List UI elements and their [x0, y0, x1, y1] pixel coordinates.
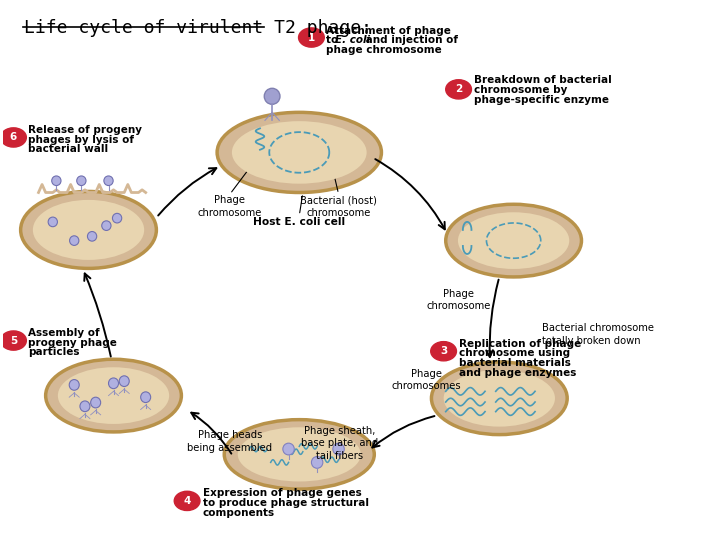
Text: to: to: [326, 35, 342, 45]
Text: and phage enzymes: and phage enzymes: [459, 368, 576, 377]
Ellipse shape: [283, 443, 294, 455]
Text: 4: 4: [184, 496, 191, 506]
Text: Phage sheath,
base plate, and
tail fibers: Phage sheath, base plate, and tail fiber…: [302, 426, 379, 461]
Text: 1: 1: [307, 32, 315, 43]
Ellipse shape: [104, 176, 113, 186]
Ellipse shape: [91, 397, 101, 408]
Ellipse shape: [444, 370, 555, 427]
Text: bacterial materials: bacterial materials: [459, 358, 570, 368]
Ellipse shape: [238, 427, 361, 482]
Ellipse shape: [217, 112, 382, 192]
Ellipse shape: [140, 392, 150, 402]
Ellipse shape: [109, 378, 119, 389]
Ellipse shape: [58, 367, 169, 424]
Text: Life cycle of virulent T2 phage:: Life cycle of virulent T2 phage:: [24, 19, 372, 37]
Text: progeny phage: progeny phage: [29, 338, 117, 348]
Ellipse shape: [112, 213, 122, 223]
Text: chromosome by: chromosome by: [474, 85, 567, 95]
Circle shape: [1, 128, 27, 147]
Text: components: components: [203, 508, 275, 518]
Text: E. coli: E. coli: [335, 35, 370, 45]
Text: Replication of phage: Replication of phage: [459, 339, 581, 349]
Text: phages by lysis of: phages by lysis of: [29, 134, 135, 145]
Text: 3: 3: [440, 346, 447, 356]
Ellipse shape: [264, 88, 280, 104]
Text: and injection of: and injection of: [362, 35, 458, 45]
Text: 6: 6: [10, 132, 17, 143]
Text: Bacterial chromosome
totally broken down: Bacterial chromosome totally broken down: [542, 323, 654, 346]
Ellipse shape: [33, 200, 144, 260]
Text: Release of progeny: Release of progeny: [29, 125, 143, 135]
Ellipse shape: [52, 176, 61, 186]
Text: particles: particles: [29, 347, 80, 357]
Circle shape: [431, 342, 456, 361]
Circle shape: [1, 331, 27, 350]
Text: Breakdown of bacterial: Breakdown of bacterial: [474, 75, 612, 85]
Ellipse shape: [69, 380, 79, 390]
Ellipse shape: [80, 401, 90, 411]
Text: to produce phage structural: to produce phage structural: [203, 498, 369, 508]
Ellipse shape: [232, 121, 366, 184]
Ellipse shape: [120, 376, 129, 387]
Text: bacterial wall: bacterial wall: [29, 144, 109, 154]
Ellipse shape: [224, 420, 374, 489]
Text: Expression of phage genes: Expression of phage genes: [203, 488, 361, 498]
Circle shape: [446, 80, 472, 99]
Ellipse shape: [70, 236, 79, 245]
Text: 2: 2: [455, 84, 462, 94]
Text: Attachment of phage: Attachment of phage: [326, 25, 451, 36]
Text: 5: 5: [10, 335, 17, 346]
Ellipse shape: [21, 192, 156, 268]
Circle shape: [174, 491, 200, 510]
Circle shape: [299, 28, 324, 47]
Text: Phage
chromosomes: Phage chromosomes: [392, 369, 462, 392]
Ellipse shape: [48, 217, 58, 227]
Text: phage-specific enzyme: phage-specific enzyme: [474, 94, 609, 105]
Text: Host E. coli cell: Host E. coli cell: [253, 217, 346, 227]
Text: Phage
chromosome: Phage chromosome: [426, 289, 491, 311]
Text: Phage heads
being assembled: Phage heads being assembled: [187, 430, 273, 453]
Ellipse shape: [312, 456, 323, 468]
Ellipse shape: [77, 176, 86, 186]
Ellipse shape: [446, 204, 582, 277]
Ellipse shape: [333, 443, 344, 455]
Text: phage chromosome: phage chromosome: [326, 45, 442, 55]
Ellipse shape: [102, 221, 111, 231]
Text: Bacterial (host)
chromosome: Bacterial (host) chromosome: [300, 195, 377, 218]
Ellipse shape: [431, 362, 567, 435]
Ellipse shape: [87, 232, 96, 241]
Text: chromosome using: chromosome using: [459, 348, 570, 359]
Ellipse shape: [45, 359, 181, 432]
Ellipse shape: [458, 212, 570, 269]
Text: Phage
chromosome: Phage chromosome: [198, 195, 262, 218]
Text: Assembly of: Assembly of: [29, 328, 100, 338]
